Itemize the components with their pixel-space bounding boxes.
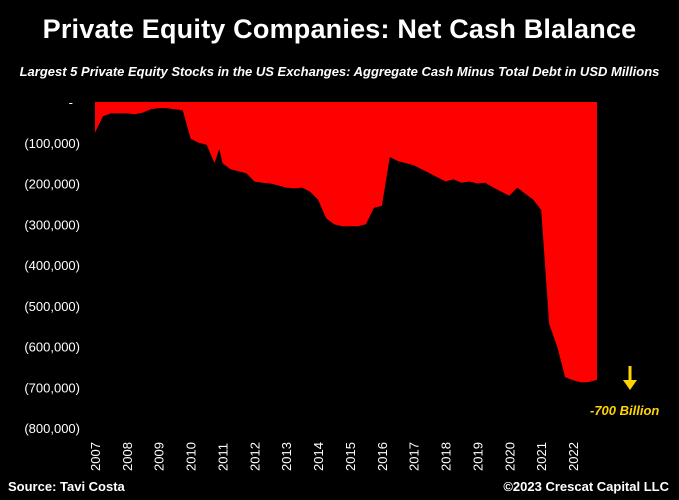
annotation-label: -700 Billion	[590, 403, 659, 418]
y-tick-label: (600,000)	[24, 340, 80, 355]
x-tick-label: 2022	[566, 442, 581, 471]
x-tick-label: 2012	[247, 442, 262, 471]
y-tick-label: -	[69, 95, 73, 110]
y-axis: - (100,000) (200,000) (300,000) (400,000) (50…	[24, 95, 80, 436]
x-tick-label: 2018	[439, 442, 454, 471]
x-tick-label: 2010	[184, 442, 199, 471]
x-tick-label: 2020	[502, 442, 517, 471]
y-tick-label: (800,000)	[24, 421, 80, 436]
x-tick-label: 2009	[152, 442, 167, 471]
chart-subtitle: Largest 5 Private Equity Stocks in the U…	[19, 64, 660, 79]
y-tick-label: (700,000)	[24, 380, 80, 395]
y-tick-label: (300,000)	[24, 217, 80, 232]
x-axis: 2007 2008 2009 2010 2011 2012 2013 2014 2015 2016…	[88, 442, 581, 471]
x-tick-label: 2015	[343, 442, 358, 471]
x-tick-label: 2014	[311, 442, 326, 471]
y-tick-label: (100,000)	[24, 136, 80, 151]
x-tick-label: 2008	[120, 442, 135, 471]
y-tick-label: (200,000)	[24, 177, 80, 192]
y-tick-label: (500,000)	[24, 299, 80, 314]
x-tick-label: 2021	[534, 442, 549, 471]
down-arrow-icon	[623, 366, 637, 390]
x-tick-label: 2007	[88, 442, 103, 471]
copyright-label: ©2023 Crescat Capital LLC	[503, 479, 669, 494]
x-tick-label: 2013	[279, 442, 294, 471]
chart-title: Private Equity Companies: Net Cash Blala…	[42, 14, 637, 44]
x-tick-label: 2019	[470, 442, 485, 471]
y-tick-label: (400,000)	[24, 258, 80, 273]
net-cash-area	[95, 102, 597, 383]
x-tick-label: 2011	[215, 443, 230, 471]
source-label: Source: Tavi Costa	[8, 479, 125, 494]
x-tick-label: 2017	[407, 442, 422, 471]
x-tick-label: 2016	[375, 442, 390, 471]
